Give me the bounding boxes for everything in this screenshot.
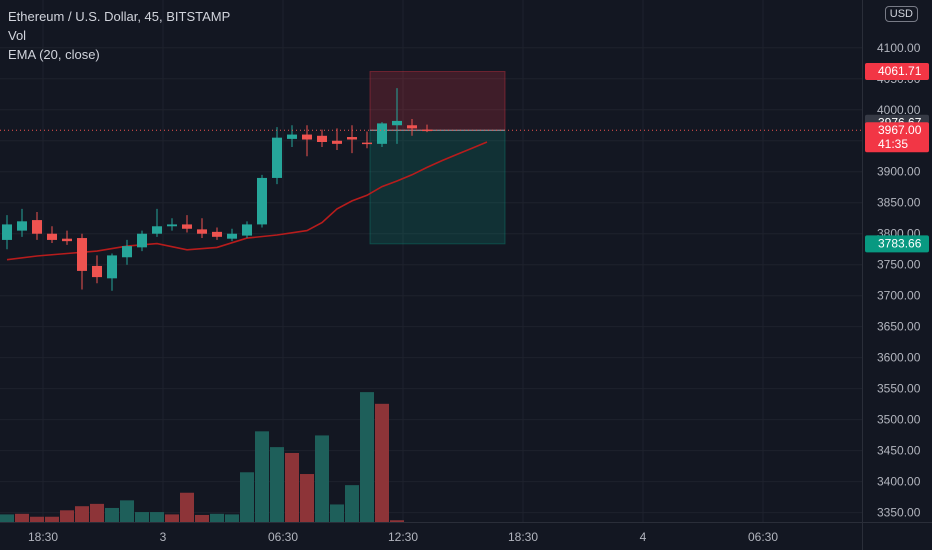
volume-bar <box>225 514 239 522</box>
time-tick-label: 4 <box>640 530 647 544</box>
candle-body <box>2 224 12 240</box>
candle-body <box>257 177 267 225</box>
price-tick-label: 3850.00 <box>877 196 921 210</box>
volume-bar <box>165 514 179 522</box>
candle-body <box>182 224 192 229</box>
price-tick-label: 3650.00 <box>877 320 921 334</box>
volume-bar <box>240 472 254 522</box>
volume-bar <box>90 503 104 522</box>
time-tick-label: 06:30 <box>748 530 778 544</box>
candle-body <box>377 123 387 144</box>
target-price-tag <box>865 235 929 253</box>
volume-bar <box>105 507 119 522</box>
current-price-tag <box>865 122 929 153</box>
candle-body <box>332 140 342 144</box>
volume-bar <box>60 510 74 522</box>
volume-bar <box>315 435 329 522</box>
volume-bar <box>195 514 209 522</box>
stop-price-tag <box>865 63 929 81</box>
candle-body <box>287 134 297 139</box>
volume-indicator-label[interactable]: Vol <box>8 28 27 43</box>
candle-body <box>407 125 417 129</box>
volume-bar <box>120 500 134 522</box>
candle-body <box>302 134 312 140</box>
target-price-tag-text: 3783.66 <box>878 236 922 250</box>
candle-body <box>272 137 282 178</box>
candle-body <box>167 224 177 227</box>
price-tick-label: 3700.00 <box>877 289 921 303</box>
price-tick-label: 3500.00 <box>877 413 921 427</box>
candle-body <box>122 246 132 258</box>
volume-bar <box>345 485 359 522</box>
volume-bar <box>300 474 314 522</box>
volume-bar <box>270 447 284 522</box>
chart-legend: Ethereum / U.S. Dollar, 45, BITSTAMP Vol… <box>8 7 230 64</box>
volume-bar <box>375 403 389 522</box>
candle-body <box>197 229 207 234</box>
price-tick-label: 3750.00 <box>877 258 921 272</box>
currency-badge[interactable]: USD <box>884 6 918 22</box>
candle-body <box>422 129 432 132</box>
volume-bar <box>15 513 29 522</box>
price-tick-label: 3600.00 <box>877 351 921 365</box>
volume-bar <box>330 504 344 522</box>
candle-body <box>32 220 42 234</box>
candle-body <box>152 226 162 234</box>
volume-bar <box>150 512 164 522</box>
price-tick-label: 3400.00 <box>877 475 921 489</box>
candle-body <box>362 142 372 145</box>
volume-bar <box>390 520 404 522</box>
price-tick-label: 3350.00 <box>877 506 921 520</box>
volume-bar <box>255 431 269 522</box>
candle-body <box>17 221 27 231</box>
candle-body <box>47 233 57 240</box>
candle-body <box>92 265 102 278</box>
candle-body <box>62 238 72 242</box>
ema-line <box>6 141 488 261</box>
price-tick-label: 3900.00 <box>877 165 921 179</box>
volume-bar <box>135 512 149 522</box>
volume-bar <box>0 514 14 522</box>
volume-bar <box>45 516 59 522</box>
time-tick-label: 18:30 <box>28 530 58 544</box>
candle-body <box>392 120 402 126</box>
candle-body <box>242 224 252 236</box>
stop-loss-zone[interactable] <box>369 71 506 131</box>
volume-bar <box>30 516 44 522</box>
candle-body <box>317 135 327 142</box>
candle-body <box>347 137 357 140</box>
price-tick-label: 3450.00 <box>877 444 921 458</box>
volume-bar <box>360 392 374 522</box>
price-tick-label: 3550.00 <box>877 382 921 396</box>
take-profit-zone[interactable] <box>369 129 506 245</box>
candle-body <box>212 231 222 237</box>
candle-body <box>77 238 87 271</box>
candle-body <box>107 255 117 279</box>
time-tick-label: 18:30 <box>508 530 538 544</box>
ema-indicator-label[interactable]: EMA (20, close) <box>8 47 100 62</box>
symbol-title[interactable]: Ethereum / U.S. Dollar, 45, BITSTAMP <box>8 9 231 24</box>
candle-body <box>227 233 237 239</box>
volume-bar <box>180 492 194 522</box>
price-tick-label: 4000.00 <box>877 103 921 117</box>
volume-bar <box>285 452 299 522</box>
time-tick-label: 06:30 <box>268 530 298 544</box>
price-tick-label: 4100.00 <box>877 41 921 55</box>
volume-bar <box>75 506 89 522</box>
stop-price-tag-text: 4061.71 <box>878 64 922 78</box>
volume-bar <box>210 513 224 522</box>
time-tick-label: 3 <box>160 530 167 544</box>
current-price-tag-text: 41:35 <box>878 137 908 151</box>
time-tick-label: 12:30 <box>388 530 418 544</box>
candle-body <box>137 233 147 248</box>
current-price-tag-text: 3967.00 <box>878 123 922 137</box>
